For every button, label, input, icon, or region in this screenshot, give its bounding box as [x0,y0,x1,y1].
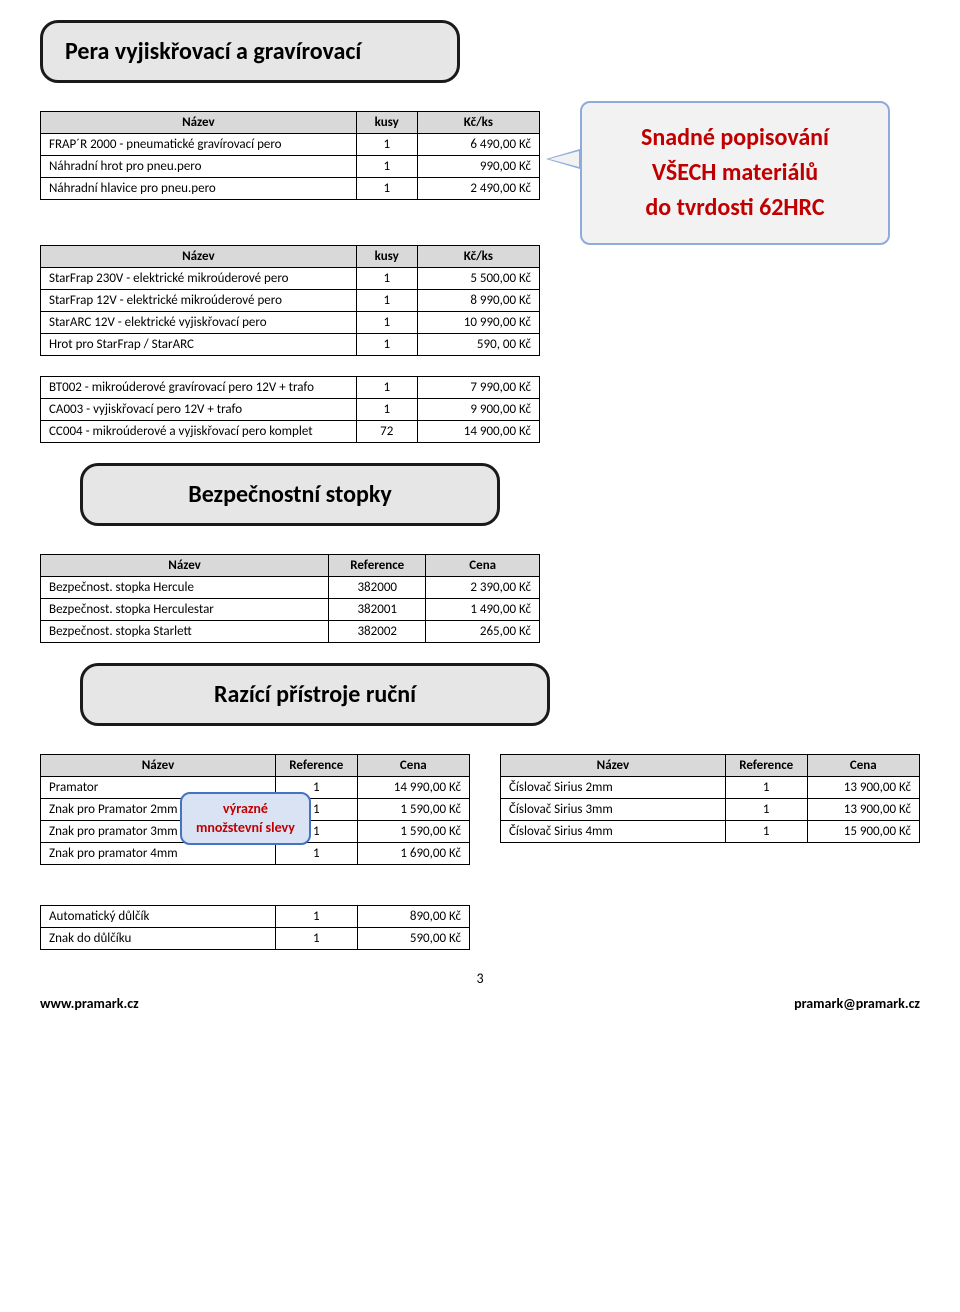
table-2: Název kusy Kč/ks StarFrap 230V - elektri… [40,245,540,356]
callout-line: VŠECH materiálů [610,156,860,191]
th-price: Kč/ks [417,112,539,134]
th-name: Název [41,112,357,134]
table-3: BT002 - mikroúderové gravírovací pero 12… [40,376,540,443]
discount-badge: výrazné množstevní slevy [180,792,311,844]
footer-right: pramark@pramark.cz [794,995,920,1012]
table-row: Bezpečnost. stopka Hercule3820002 390,00… [41,577,540,599]
section-title-2-text: Bezpečnostní stopky [105,480,475,509]
th-qty: kusy [356,112,417,134]
th-price: Cena [426,555,540,577]
page-number: 3 [40,970,920,987]
table-row: Náhradní hrot pro pneu.pero 1 990,00 Kč [41,156,540,178]
th-price: Cena [357,755,469,777]
th-name: Název [41,755,276,777]
table-row: Náhradní hlavice pro pneu.pero 1 2 490,0… [41,178,540,200]
table-4: Název Reference Cena Bezpečnost. stopka … [40,554,540,643]
th-name: Název [41,555,329,577]
table-row: CC004 - mikroúderové a vyjiskřovací pero… [41,421,540,443]
callout-line: do tvrdosti 62HRC [610,191,860,226]
table-row: Číslovač Sirius 4mm115 900,00 Kč [501,821,920,843]
callout-line: Snadné popisování [610,121,860,156]
th-name: Název [41,246,357,268]
section-title-1: Pera vyjiskřovací a gravírovací [40,20,460,83]
callout: Snadné popisování VŠECH materiálů do tvr… [580,101,890,245]
table-row: Znak do důlčíku1590,00 Kč [41,928,470,950]
table-7: Automatický důlčík1890,00 Kč Znak do důl… [40,905,470,950]
table-6: Název Reference Cena Číslovač Sirius 2mm… [500,754,920,843]
section-title-3: Razící přístroje ruční [80,663,550,726]
table-1: Název kusy Kč/ks FRAP´R 2000 - pneumatic… [40,111,540,200]
table-row: Bezpečnost. stopka Herculestar3820011 49… [41,599,540,621]
th-price: Kč/ks [417,246,539,268]
table-row: Automatický důlčík1890,00 Kč [41,906,470,928]
table-row: Bezpečnost. stopka Starlett382002265,00 … [41,621,540,643]
th-price: Cena [807,755,919,777]
table-row: StarFrap 230V - elektrické mikroúderové … [41,268,540,290]
section-title-2: Bezpečnostní stopky [80,463,500,526]
table-row: CA003 - vyjiskřovací pero 12V + trafo19 … [41,399,540,421]
th-qty: kusy [356,246,417,268]
footer-left: www.pramark.cz [40,995,139,1012]
th-ref: Reference [725,755,807,777]
table-row: Znak pro pramator 4mm11 690,00 Kč [41,843,470,865]
discount-line: výrazné [196,800,295,818]
callout-arrow-icon [546,149,580,169]
table-row: FRAP´R 2000 - pneumatické gravírovací pe… [41,134,540,156]
table-row: StarFrap 12V - elektrické mikroúderové p… [41,290,540,312]
section-title-1-text: Pera vyjiskřovací a gravírovací [65,37,435,66]
table-row: StarARC 12V - elektrické vyjiskřovací pe… [41,312,540,334]
table-row: Číslovač Sirius 2mm113 900,00 Kč [501,777,920,799]
callout-box: Snadné popisování VŠECH materiálů do tvr… [580,101,890,245]
th-name: Název [501,755,726,777]
table-row: Číslovač Sirius 3mm113 900,00 Kč [501,799,920,821]
table-row: Hrot pro StarFrap / StarARC1590, 00 Kč [41,334,540,356]
th-ref: Reference [275,755,357,777]
section-title-3-text: Razící přístroje ruční [105,680,525,709]
table-row: BT002 - mikroúderové gravírovací pero 12… [41,377,540,399]
th-ref: Reference [329,555,426,577]
discount-line: množstevní slevy [196,819,295,837]
